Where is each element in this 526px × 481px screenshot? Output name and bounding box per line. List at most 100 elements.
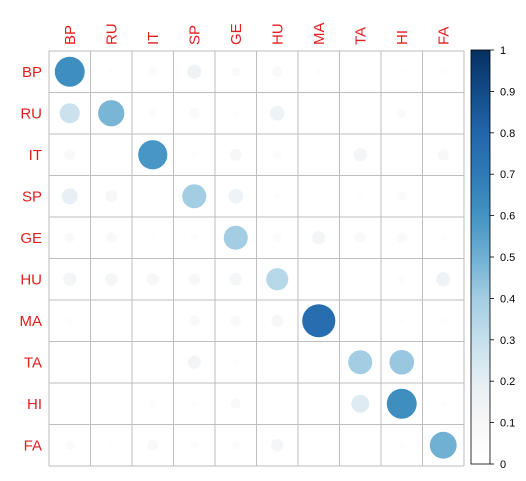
cell-circle-hi-fa	[440, 401, 446, 407]
cell-circle-fa-ta	[358, 443, 363, 448]
cell-circle-ma-fa	[439, 317, 447, 325]
cell-circle-ru-hu	[269, 105, 285, 121]
color-legend-tick-label: 0	[500, 459, 506, 471]
cell-circle-ru-ru	[98, 100, 125, 127]
column-label-fa: FA	[435, 27, 452, 45]
row-label-it: IT	[29, 147, 42, 164]
cell-circle-it-hu	[273, 150, 282, 159]
color-legend-tick-label: 0.6	[500, 211, 515, 223]
row-labels: BP RU IT SP GE HU MA TA HI FA	[20, 64, 43, 455]
cell-circle-ge-ru	[105, 232, 117, 244]
cell-circle-ru-bp	[59, 103, 80, 124]
cell-circle-bp-fa	[439, 68, 447, 76]
row-label-fa: FA	[24, 437, 42, 454]
cell-circle-it-ta	[353, 148, 367, 162]
cell-circle-bp-sp	[187, 64, 202, 79]
color-legend-bar	[470, 49, 491, 465]
color-legend-tick-label: 0.5	[500, 252, 515, 264]
cell-circle-ge-ta	[354, 232, 366, 244]
cell-circle-ru-it	[148, 109, 157, 118]
cell-circle-fa-fa	[429, 431, 457, 459]
cell-circle-it-bp	[64, 149, 76, 161]
cell-circle-ta-fa	[441, 360, 446, 365]
cell-circle-hu-hu	[266, 268, 289, 291]
cell-circle-fa-hu	[270, 438, 284, 452]
cell-circle-bp-bp	[54, 56, 85, 87]
cell-circle-ta-ge	[232, 358, 240, 366]
color-legend: 0 0.1 0.2 0.3 0.4 0.5 0.6 0.7 0.8 0.9 1	[470, 45, 515, 471]
cell-circle-fa-bp	[65, 440, 75, 450]
cell-circle-hi-bp	[67, 401, 72, 406]
cell-circle-bp-ge	[231, 67, 241, 77]
cell-circle-ge-ge	[223, 225, 248, 250]
cell-circle-hi-ta	[351, 394, 370, 413]
cell-circle-ta-ta	[348, 350, 373, 375]
cell-circle-fa-sp	[190, 441, 199, 450]
cell-circle-it-ge	[229, 148, 242, 161]
cell-circle-fa-it	[147, 439, 159, 451]
row-label-ma: MA	[20, 313, 43, 330]
cell-circle-ta-it	[150, 360, 155, 365]
cell-circle-hu-ru	[104, 272, 118, 286]
row-label-sp: SP	[22, 188, 42, 205]
color-legend-tick-label: 0.7	[500, 169, 515, 181]
cell-circle-bp-ru	[107, 68, 115, 76]
column-labels: BP RU IT SP GE HU MA TA HI FA	[62, 23, 453, 46]
cell-circle-hu-ge	[229, 272, 243, 286]
cell-circle-ge-hu	[273, 233, 282, 242]
cell-circle-ta-hu	[275, 360, 280, 365]
color-legend-tick-label: 0.2	[500, 376, 515, 388]
cell-circle-ma-ge	[230, 315, 242, 327]
cell-circle-it-it	[138, 140, 168, 170]
cell-circle-fa-ru	[108, 442, 114, 448]
cell-circle-ma-sp	[188, 315, 200, 327]
cell-circle-hu-ta	[358, 277, 363, 282]
cell-circle-ru-ta	[358, 111, 363, 116]
cell-circle-ge-bp	[64, 232, 75, 243]
cell-circle-hi-sp	[190, 400, 198, 408]
cell-circle-sp-ge	[228, 188, 244, 204]
row-label-hu: HU	[20, 271, 42, 288]
cell-circle-sp-ru	[105, 190, 118, 203]
cell-circle-hu-it	[146, 273, 159, 286]
cell-circle-sp-ta	[357, 193, 363, 199]
correlation-circles	[54, 56, 457, 459]
color-legend-tick-label: 0.4	[500, 293, 515, 305]
row-label-ru: RU	[20, 105, 42, 122]
cell-circle-bp-hu	[272, 66, 283, 77]
color-legend-tick-label: 0.8	[500, 128, 515, 140]
cell-circle-it-sp	[191, 152, 197, 158]
cell-circle-it-fa	[437, 149, 449, 161]
color-legend-tick-label: 0.9	[500, 86, 515, 98]
column-label-ma: MA	[311, 23, 328, 46]
cell-circle-sp-hi	[397, 191, 407, 201]
cell-circle-ru-ge	[233, 110, 239, 116]
cell-circle-sp-it	[150, 194, 155, 199]
color-legend-tick-label: 0.3	[500, 335, 515, 347]
cell-circle-hu-bp	[63, 272, 77, 286]
column-label-hu: HU	[269, 23, 286, 45]
color-legend-tick-label: 0.1	[500, 418, 515, 430]
cell-circle-ge-fa	[440, 235, 446, 241]
matrix-grid	[48, 50, 465, 467]
cell-circle-ma-hi	[399, 318, 405, 324]
column-label-ta: TA	[352, 27, 369, 45]
cell-circle-hi-hi	[386, 388, 417, 419]
cell-circle-ge-hi	[396, 232, 407, 243]
cell-circle-ma-ru	[109, 318, 114, 323]
row-label-ta: TA	[24, 354, 42, 371]
cell-circle-ma-ma	[302, 304, 336, 338]
cell-circle-fa-ma	[316, 443, 321, 448]
cell-circle-ma-hu	[271, 314, 284, 327]
column-label-bp: BP	[62, 25, 79, 45]
cell-circle-ge-ma	[312, 231, 326, 245]
cell-circle-ma-bp	[66, 317, 74, 325]
row-label-bp: BP	[22, 64, 42, 81]
cell-circle-hu-ma	[316, 277, 321, 282]
row-label-ge: GE	[20, 230, 42, 247]
column-label-ge: GE	[228, 23, 245, 45]
column-label-sp: SP	[186, 25, 203, 45]
cell-circle-ta-sp	[187, 355, 201, 369]
cell-circle-hi-hu	[275, 401, 280, 406]
